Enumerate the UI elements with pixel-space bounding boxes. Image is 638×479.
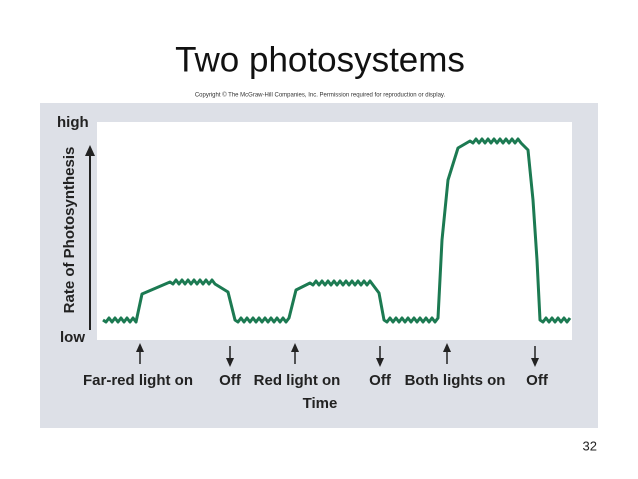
event-label: Off: [526, 372, 549, 389]
copyright: Copyright © The McGraw-Hill Companies, I…: [195, 92, 446, 99]
y-high: high: [57, 114, 89, 131]
event-label: Both lights on: [405, 372, 506, 389]
event-arrow-head: [531, 358, 539, 367]
plot-area: [97, 122, 572, 340]
event-arrows: [136, 343, 539, 367]
event-label: Red light on: [254, 372, 341, 389]
y-low: low: [60, 329, 85, 346]
rate-curve: [102, 137, 572, 324]
event-arrow-head: [226, 358, 234, 367]
event-label: Off: [219, 372, 242, 389]
event-arrow-head: [443, 343, 451, 352]
event-arrow-head: [136, 343, 144, 352]
event-arrow-head: [376, 358, 384, 367]
title: Two photosystems: [175, 40, 465, 79]
event-arrow-head: [291, 343, 299, 352]
x-axis-label: Time: [303, 395, 338, 412]
y-axis-label: Rate of Photosynthesis: [61, 147, 78, 314]
event-label: Far-red light on: [83, 372, 193, 389]
page-number: 32: [583, 438, 597, 453]
event-label: Off: [369, 372, 392, 389]
y-arrow-head: [85, 145, 95, 156]
